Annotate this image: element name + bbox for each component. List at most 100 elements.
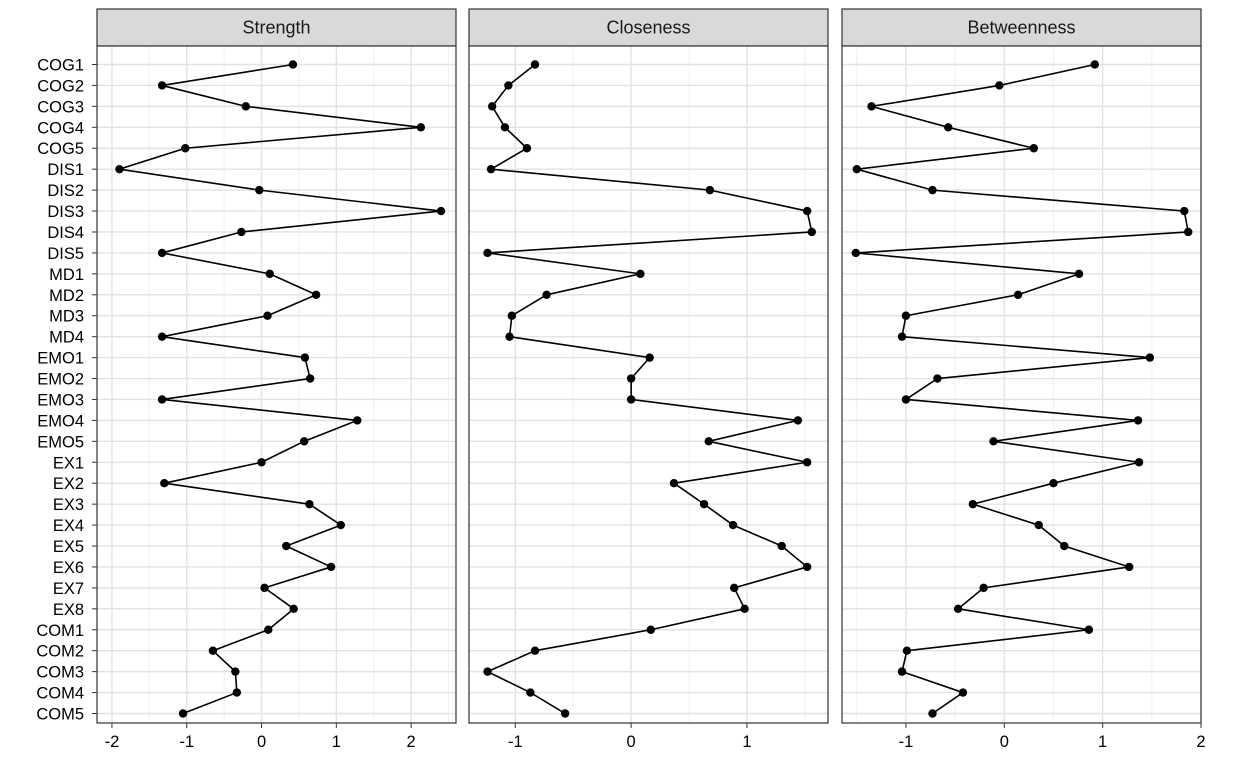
y-tick-label: COM2 (36, 643, 84, 661)
data-point (867, 102, 876, 111)
data-point (944, 123, 953, 132)
data-point (560, 709, 570, 718)
data-point (483, 667, 492, 676)
data-point (231, 667, 240, 676)
panel-border (841, 45, 1202, 724)
facet-betweenness: Betweenness -1 0 1 2 (841, 8, 1206, 751)
data-point (933, 374, 942, 383)
data-point (645, 353, 654, 362)
y-tick-label: EX8 (53, 601, 84, 619)
data-point (264, 625, 273, 634)
y-tick-label: DIS4 (47, 224, 84, 242)
data-point (897, 332, 907, 341)
y-tick-label: EMO1 (37, 350, 84, 368)
data-point (416, 123, 426, 132)
data-point (504, 81, 513, 90)
data-point (282, 541, 291, 551)
data-point (526, 688, 535, 697)
data-point (157, 81, 167, 90)
x-tick-label: 2 (407, 733, 416, 751)
y-tick-label: COG3 (37, 98, 84, 116)
data-point (968, 499, 978, 509)
y-tick-label: DIS3 (47, 203, 84, 221)
data-point (483, 248, 492, 258)
data-point (255, 185, 264, 195)
x-tick-label: -1 (508, 733, 523, 751)
data-point (1034, 520, 1043, 530)
data-point (1060, 541, 1069, 551)
data-point (241, 102, 251, 111)
data-point (336, 520, 346, 530)
data-point (265, 269, 274, 279)
data-point (958, 688, 968, 697)
data-point (728, 520, 738, 530)
data-point (802, 458, 812, 467)
data-point (777, 541, 786, 551)
y-tick-label: DIS2 (47, 182, 84, 200)
data-point (530, 60, 540, 69)
data-point (636, 269, 645, 279)
data-point (740, 604, 749, 614)
data-point (793, 416, 803, 425)
y-tick-label: EX7 (53, 580, 84, 598)
data-points (115, 60, 446, 718)
x-axis: -1 0 1 (508, 723, 752, 751)
y-tick-label: DIS5 (47, 245, 84, 263)
x-tick-label: 0 (257, 733, 266, 751)
x-tick-label: 1 (1098, 733, 1107, 751)
data-point (626, 395, 636, 404)
data-point (646, 625, 656, 634)
panel-border (468, 45, 829, 724)
data-point (928, 709, 937, 718)
panel-background (97, 46, 456, 723)
data-point (263, 311, 272, 320)
data-point (1049, 479, 1058, 488)
facet-title: Betweenness (967, 18, 1075, 38)
data-point (995, 81, 1004, 90)
data-point (487, 102, 497, 111)
facet-title: Closeness (606, 18, 690, 38)
facet-title: Strength (242, 18, 310, 38)
y-tick-label: EX1 (53, 454, 84, 472)
data-point (1090, 60, 1099, 69)
data-point (305, 374, 315, 383)
data-point (851, 248, 860, 258)
data-point (178, 709, 188, 718)
data-point (326, 562, 336, 572)
facet-strip (96, 8, 457, 47)
data-point (486, 164, 496, 174)
y-tick-label: COM1 (36, 622, 84, 640)
y-tick-label: COM3 (36, 664, 84, 682)
data-point (1029, 144, 1038, 153)
data-point (699, 499, 709, 509)
data-point (157, 248, 167, 258)
data-point (669, 479, 679, 488)
panel-background (842, 46, 1201, 723)
data-points (483, 60, 816, 718)
data-point (311, 290, 321, 299)
y-tick-label: DIS1 (47, 161, 84, 179)
y-tick-label: EX3 (53, 496, 84, 514)
facet-closeness: Closeness -1 0 1 (468, 8, 829, 751)
data-point (542, 290, 551, 299)
x-tick-label: -1 (179, 733, 194, 751)
data-point (1145, 353, 1155, 362)
x-tick-label: 1 (742, 733, 751, 751)
data-point (902, 646, 912, 655)
x-axis: -1 0 1 2 (899, 723, 1206, 751)
data-point (729, 583, 739, 593)
x-tick-label: 1 (332, 733, 341, 751)
y-tick-label: EX6 (53, 559, 84, 577)
data-point (353, 416, 362, 425)
data-points (851, 60, 1193, 718)
data-point (157, 332, 167, 341)
data-point (436, 206, 446, 216)
data-point (1184, 227, 1193, 237)
y-tick-label: COM5 (36, 706, 84, 724)
gridlines (97, 46, 456, 723)
data-point (289, 604, 298, 614)
data-point (305, 499, 314, 509)
y-tick-label: EX5 (53, 538, 84, 556)
y-tick-label: MD2 (49, 287, 84, 305)
